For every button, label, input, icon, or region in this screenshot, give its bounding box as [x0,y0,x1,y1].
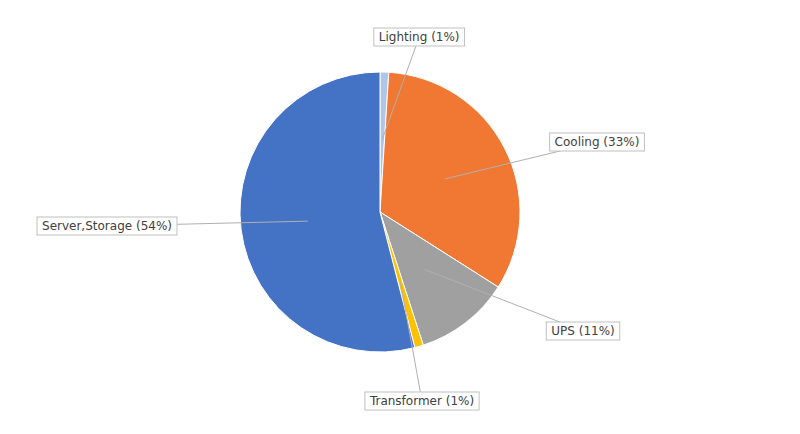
leader-line [382,37,419,139]
label-box [374,28,465,46]
leader-lines [107,37,597,401]
label-text: Cooling (33%) [555,135,640,149]
label-text: Lighting (1%) [379,30,460,44]
leader-line [400,282,422,401]
label-box [37,217,177,235]
labels: Lighting (1%) Cooling (33%) UPS (11%) Trans… [37,28,644,410]
label-text: Server,Storage (54%) [42,219,172,233]
label-text: UPS (11%) [551,324,615,338]
label-box [546,322,620,340]
label: Server,Storage (54%) [37,217,177,235]
pie [240,72,520,352]
label: Cooling (33%) [550,133,645,151]
chart: Lighting (1%) Cooling (33%) UPS (11%) Trans… [0,0,800,434]
slice [240,72,415,352]
label: Transformer (1%) [365,392,479,410]
label: Lighting (1%) [374,28,465,46]
label-box [365,392,479,410]
label-box [550,133,645,151]
label: UPS (11%) [546,322,620,340]
label-text: Transformer (1%) [369,394,474,408]
